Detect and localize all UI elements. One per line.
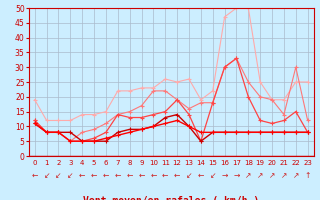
Text: ←: ← xyxy=(103,171,109,180)
Text: ←: ← xyxy=(79,171,85,180)
Text: ←: ← xyxy=(198,171,204,180)
Text: ↗: ↗ xyxy=(245,171,252,180)
Text: ←: ← xyxy=(174,171,180,180)
Text: ↙: ↙ xyxy=(55,171,62,180)
Text: ←: ← xyxy=(32,171,38,180)
Text: ↗: ↗ xyxy=(257,171,263,180)
Text: →: → xyxy=(233,171,240,180)
Text: ↗: ↗ xyxy=(269,171,275,180)
Text: ←: ← xyxy=(91,171,97,180)
Text: ↗: ↗ xyxy=(292,171,299,180)
Text: ←: ← xyxy=(138,171,145,180)
Text: ↙: ↙ xyxy=(67,171,74,180)
Text: ←: ← xyxy=(126,171,133,180)
Text: ←: ← xyxy=(115,171,121,180)
Text: Vent moyen/en rafales ( km/h ): Vent moyen/en rafales ( km/h ) xyxy=(83,196,259,200)
Text: ←: ← xyxy=(162,171,168,180)
Text: ←: ← xyxy=(150,171,156,180)
Text: →: → xyxy=(221,171,228,180)
Text: ↙: ↙ xyxy=(44,171,50,180)
Text: ↑: ↑ xyxy=(304,171,311,180)
Text: ↙: ↙ xyxy=(186,171,192,180)
Text: ↙: ↙ xyxy=(210,171,216,180)
Text: ↗: ↗ xyxy=(281,171,287,180)
